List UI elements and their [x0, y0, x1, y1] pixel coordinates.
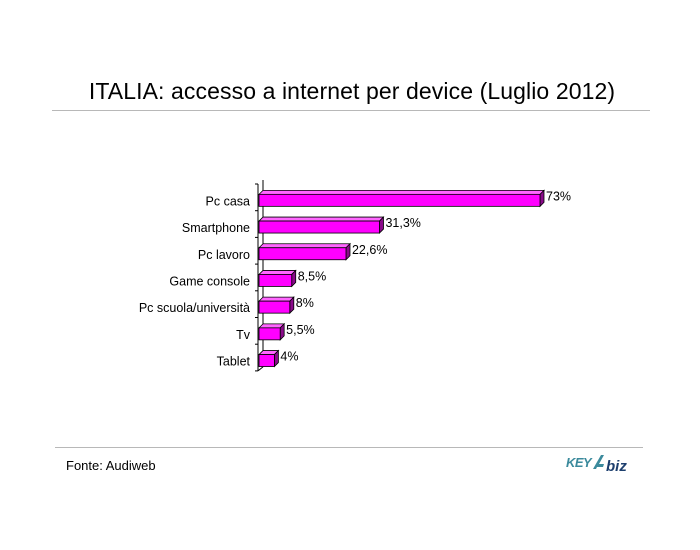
footer-divider [55, 447, 643, 448]
chart-title: ITALIA: accesso a internet per device (L… [88, 78, 616, 104]
value-label: 5,5% [286, 323, 315, 337]
bar-front-face [258, 247, 347, 261]
svg-text:KEY: KEY [566, 455, 593, 470]
category-label: Pc casa [206, 194, 251, 208]
category-label: Tablet [217, 355, 251, 369]
bar-top-face [258, 243, 351, 249]
bar [258, 269, 297, 288]
bar [258, 189, 545, 208]
value-label: 73% [546, 189, 571, 203]
category-label: Pc lavoro [198, 248, 250, 262]
bar [258, 349, 280, 368]
value-label: 4% [280, 350, 298, 364]
category-label: Pc scuola/università [139, 301, 250, 315]
bar [258, 216, 385, 235]
key4biz-logo: KEY biz [566, 455, 627, 475]
source-note: Fonte: Audiweb [66, 458, 156, 473]
bar-front-face [258, 354, 275, 367]
category-label: Game console [169, 274, 250, 288]
bar [258, 296, 295, 315]
y-axis-foot [257, 366, 264, 372]
value-label: 31,3% [385, 216, 420, 230]
title-divider [52, 110, 650, 111]
category-label: Smartphone [182, 221, 250, 235]
bar-front-face [258, 193, 541, 207]
category-label: Tv [236, 328, 251, 342]
bar [258, 322, 286, 341]
value-label: 22,6% [352, 243, 387, 257]
value-label: 8% [296, 296, 314, 310]
bar-front-face [258, 327, 281, 341]
svg-text:biz: biz [606, 458, 627, 475]
value-label: 8,5% [298, 269, 327, 283]
bar-front-face [258, 300, 291, 314]
bar-top-face [258, 216, 385, 222]
bar-front-face [258, 274, 293, 287]
bar-top-face [258, 189, 545, 195]
bar-top-face [258, 296, 295, 302]
bar-top-face [258, 270, 297, 275]
bar [258, 242, 351, 261]
bar-front-face [258, 220, 380, 234]
